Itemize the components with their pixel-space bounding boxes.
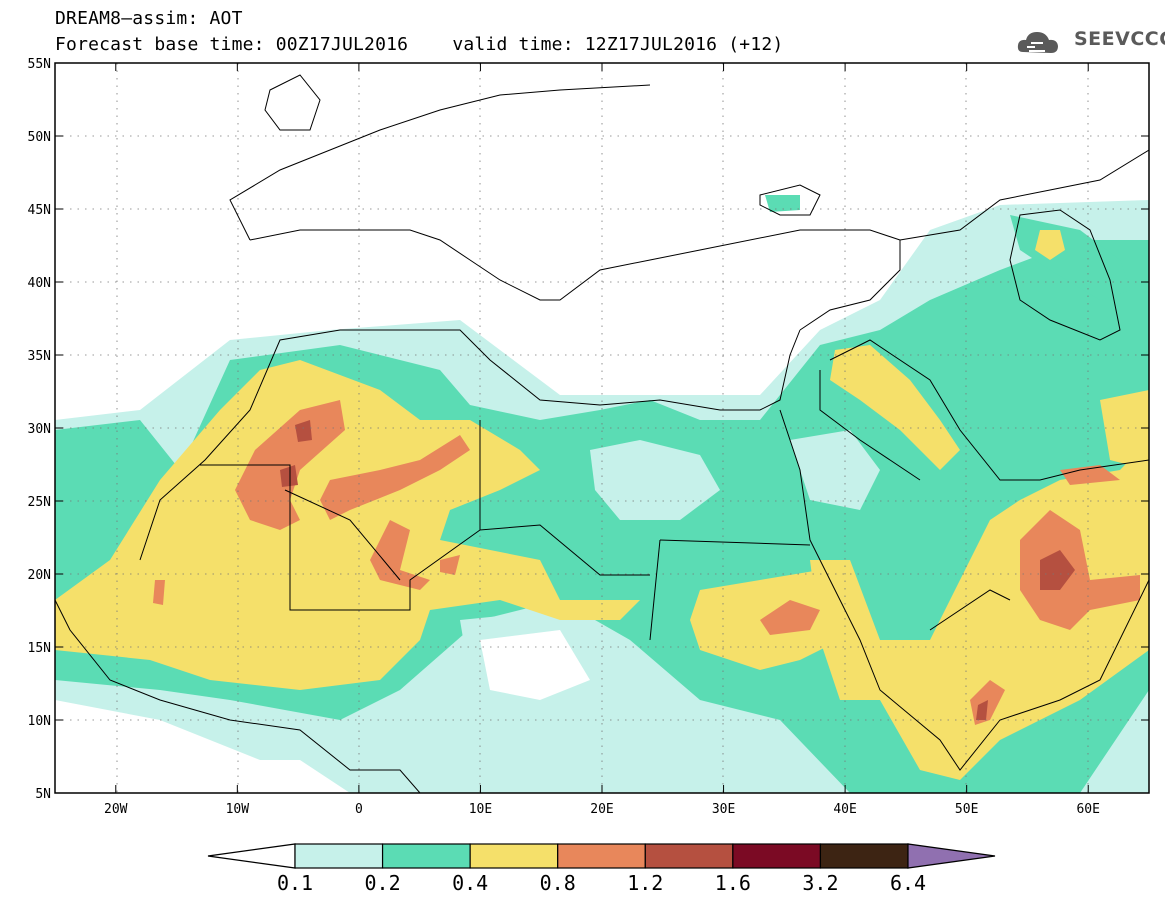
lat-tick-label: 30N <box>28 422 51 437</box>
lat-tick-label: 50N <box>28 130 51 145</box>
aot-yellow-arabia-north <box>830 345 960 470</box>
colorbar <box>207 843 996 869</box>
colorbar-swatch <box>294 843 384 869</box>
colorbar-swatch <box>381 843 471 869</box>
cloud-logo-icon <box>1017 32 1058 53</box>
aot-contour-fill <box>55 63 1149 793</box>
axis-ticks: 20W 10W 0 10E 20E 30E 40E 50E 60E 55N 50N 45N 40N 35N… <box>28 57 1149 817</box>
lat-tick-label: 25N <box>28 495 51 510</box>
colorbar-label: 0.1 <box>276 871 314 895</box>
aot-orange-algeria <box>320 435 470 520</box>
aot-band-1.2 <box>1040 550 1075 590</box>
lat-tick-label: 10N <box>28 714 51 729</box>
aot-orange-oman <box>1020 510 1140 630</box>
lon-tick-label: 60E <box>1076 802 1099 817</box>
colorbar-label: 3.2 <box>802 871 839 895</box>
colorbar-label: 0.8 <box>539 871 576 895</box>
lon-tick-label: 20E <box>590 802 613 817</box>
lon-tick-label: 40E <box>833 802 856 817</box>
aot-orange-niger <box>370 520 430 590</box>
colorbar-label: 6.4 <box>889 871 927 895</box>
lat-tick-label: 45N <box>28 203 51 218</box>
logo-text: SEEVCCC <box>1074 28 1165 50</box>
colorbar-swatch <box>557 843 646 869</box>
map-gridlines <box>55 63 1149 793</box>
lon-tick-label: 10E <box>469 802 492 817</box>
colorbar-low-arrow <box>207 843 296 869</box>
lat-tick-label: 5N <box>35 787 51 802</box>
colorbar-swatch <box>819 843 909 869</box>
lat-tick-label: 55N <box>28 57 51 72</box>
map-subtitle-times: Forecast base time: 00Z17JUL2016 valid t… <box>55 34 784 55</box>
lat-tick-label: 35N <box>28 349 51 364</box>
lon-tick-label: 10W <box>226 802 250 817</box>
coastlines-and-borders <box>55 74 1149 793</box>
lat-tick-label: 20N <box>28 568 51 583</box>
lon-tick-label: 30E <box>712 802 735 817</box>
colorbar-label: 1.6 <box>714 871 751 895</box>
aot-band-0.4 <box>55 360 640 690</box>
lat-tick-label: 40N <box>28 276 51 291</box>
lat-tick-label: 15N <box>28 641 51 656</box>
lon-tick-label: 0 <box>355 802 363 817</box>
map-title: DREAM8–assim: AOT <box>55 8 243 29</box>
colorbar-label: 1.2 <box>627 871 664 895</box>
colorbar-swatch <box>644 843 734 869</box>
lon-tick-label: 50E <box>955 802 978 817</box>
aot-yellow-caspian <box>1035 230 1065 260</box>
aot-orange-sudan <box>760 600 820 635</box>
colorbar-label: 0.4 <box>452 871 489 895</box>
lon-tick-label: 20W <box>104 802 128 817</box>
colorbar-swatch <box>469 843 559 869</box>
colorbar-swatch <box>732 843 822 869</box>
aot-green-ukraine <box>765 195 800 212</box>
colorbar-label: 0.2 <box>364 871 401 895</box>
aot-yellow-iran <box>1100 390 1149 470</box>
colorbar-high-arrow <box>907 843 996 869</box>
